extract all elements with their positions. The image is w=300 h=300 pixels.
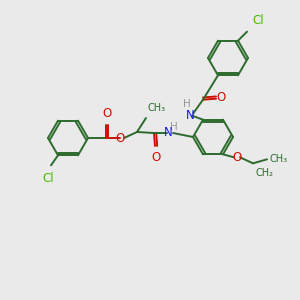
Text: O: O <box>152 151 160 164</box>
Text: O: O <box>116 133 124 146</box>
Text: N: N <box>186 109 194 122</box>
Text: H: H <box>170 122 178 132</box>
Text: O: O <box>216 91 226 104</box>
Text: O: O <box>232 151 242 164</box>
Text: CH₂: CH₂ <box>255 168 273 178</box>
Text: O: O <box>102 107 112 120</box>
Text: Cl: Cl <box>252 14 264 27</box>
Text: N: N <box>164 127 172 140</box>
Text: Cl: Cl <box>42 172 54 185</box>
Text: CH₃: CH₃ <box>147 103 165 113</box>
Text: H: H <box>183 99 191 109</box>
Text: CH₃: CH₃ <box>269 154 287 164</box>
